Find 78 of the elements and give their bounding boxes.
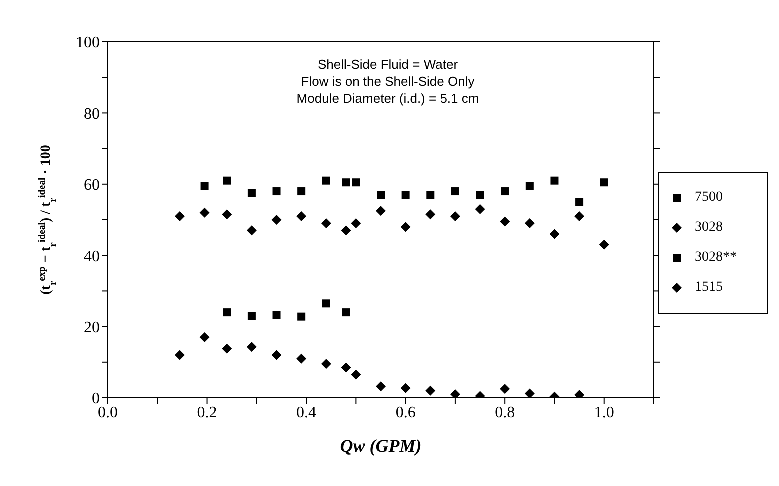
point (272, 311, 281, 320)
point (576, 198, 584, 206)
point (200, 332, 210, 342)
point (222, 344, 232, 354)
point (450, 389, 460, 398)
point (341, 226, 352, 236)
point (426, 386, 436, 396)
point (248, 189, 256, 198)
x-axis-title: Qw (GPM) (340, 436, 422, 456)
point (550, 176, 559, 185)
point (501, 188, 510, 196)
point (298, 312, 306, 321)
point (524, 218, 535, 229)
point (322, 176, 330, 185)
point (322, 300, 330, 308)
x-tick-label: 0.6 (396, 404, 416, 422)
annotation: Shell-Side Fluid = Water (316, 56, 460, 73)
point (248, 312, 256, 320)
point (524, 388, 535, 398)
point (200, 208, 210, 218)
point (223, 176, 232, 185)
point (246, 226, 257, 236)
legend-label: 3028 (695, 220, 723, 236)
point (272, 188, 281, 196)
point (321, 218, 332, 229)
point (351, 218, 362, 229)
annotation: Flow is on the Shell-Side Only (300, 73, 476, 90)
x-tick-label: 0.2 (197, 404, 218, 422)
legend-label: 7500 (695, 190, 723, 206)
point (475, 204, 486, 214)
annotation: Module Diameter (i.d.) = 5.1 cm (296, 90, 480, 107)
point (376, 382, 386, 392)
y-tick-label: 100 (76, 34, 100, 52)
point (272, 350, 282, 360)
point (500, 216, 510, 227)
x-tick-label: 0.4 (296, 404, 317, 422)
point (296, 211, 307, 222)
point (174, 350, 185, 360)
y-tick-label: 60 (84, 177, 100, 194)
point (174, 211, 185, 222)
y-tick-label: 0 (92, 390, 100, 408)
point (599, 240, 610, 250)
point (526, 182, 534, 190)
point (426, 210, 436, 220)
point (550, 229, 560, 240)
point (451, 188, 460, 196)
point (200, 182, 209, 190)
point (500, 384, 510, 394)
x-tick-label: 0.0 (98, 404, 118, 422)
point (476, 191, 484, 200)
point (342, 308, 350, 317)
x-tick-label: 1.0 (594, 404, 614, 422)
point (426, 191, 435, 200)
point (600, 178, 608, 187)
point (223, 308, 232, 317)
point (321, 359, 332, 370)
legend-label: 3028** (695, 250, 737, 266)
point (400, 222, 411, 232)
y-tick-label: 40 (84, 248, 100, 266)
point (298, 188, 306, 196)
point (341, 362, 352, 373)
point (351, 370, 362, 380)
point (296, 354, 307, 364)
point (222, 210, 232, 220)
point (377, 191, 385, 200)
point (400, 383, 411, 394)
y-tick-label: 80 (84, 106, 100, 123)
point (352, 178, 360, 187)
point (450, 211, 460, 222)
legend-label: 1515 (695, 280, 723, 296)
point (574, 211, 585, 222)
point (342, 178, 350, 187)
point (246, 342, 257, 352)
point (272, 215, 282, 225)
point (376, 206, 386, 216)
y-tick-label: 20 (84, 319, 100, 336)
point (402, 191, 410, 200)
x-tick-label: 0.8 (495, 404, 516, 422)
